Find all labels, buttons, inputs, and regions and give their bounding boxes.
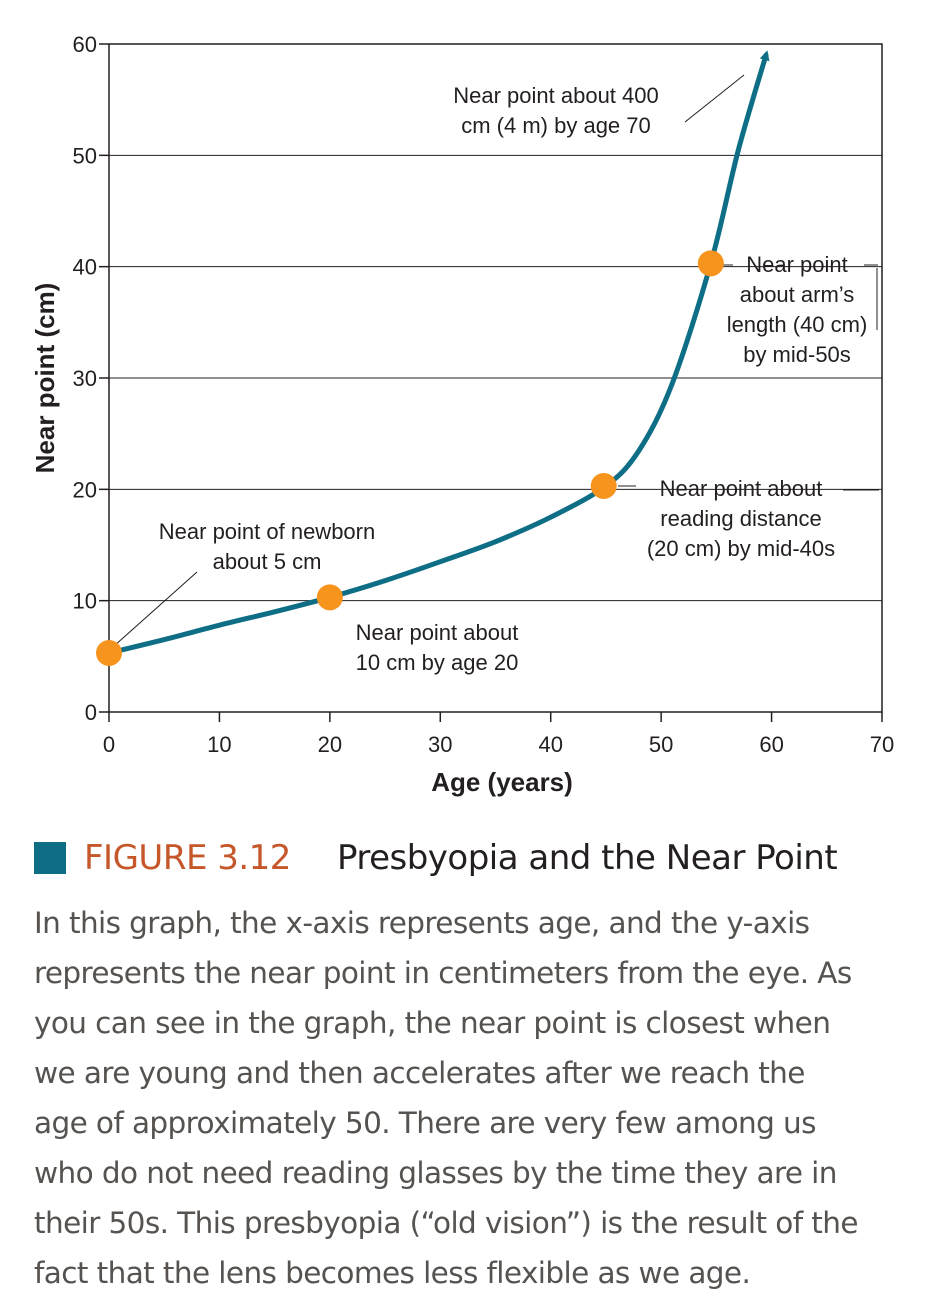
annotation-line: Near point about 400 — [453, 83, 659, 108]
y-tick-label: 40 — [73, 255, 97, 280]
figure-caption-block: FIGURE 3.12 Presbyopia and the Near Poin… — [34, 832, 914, 1298]
annotation-mid50s: Near point about arm’s length (40 cm) by mi… — [727, 252, 868, 367]
annotation-line: cm (4 m) by age 70 — [461, 113, 651, 138]
x-tick-label: 70 — [870, 732, 894, 757]
y-tick-label: 30 — [73, 366, 97, 391]
leader-lines — [113, 74, 879, 647]
y-tick-label: 0 — [85, 700, 97, 725]
caption-line: fact that the lens becomes less flexible… — [34, 1256, 751, 1290]
annotation-age20: Near point about 10 cm by age 20 — [356, 620, 519, 675]
x-tick-label: 20 — [318, 732, 342, 757]
leader-line — [113, 571, 198, 647]
near-point-curve — [106, 50, 770, 656]
figure-heading: FIGURE 3.12 Presbyopia and the Near Poin… — [34, 832, 914, 884]
caption-line: represents the near point in centimeters… — [34, 956, 852, 990]
annotation-line: by mid-50s — [743, 342, 851, 367]
x-tick-label: 10 — [207, 732, 231, 757]
annotation-line: Near point about — [356, 620, 519, 645]
figure-marker-square — [34, 842, 66, 874]
y-tick-label: 20 — [73, 477, 97, 502]
highlighted-point — [96, 639, 122, 666]
annotation-newborn: Near point of newborn about 5 cm — [159, 519, 375, 574]
y-tick-label: 10 — [73, 589, 97, 614]
annotation-line: Near point — [746, 252, 848, 277]
highlighted-points — [96, 250, 724, 666]
annotation-line: (20 cm) by mid-40s — [647, 536, 835, 561]
grid-lines — [109, 154, 882, 602]
annotation-line: length (40 cm) — [727, 312, 868, 337]
annotation-mid40s: Near point about reading distance (20 cm) … — [647, 476, 835, 561]
x-tick-label: 0 — [103, 732, 115, 757]
figure-caption: In this graph, the x-axis represents age… — [34, 898, 914, 1298]
leader-line — [684, 74, 745, 123]
annotation-line: reading distance — [660, 506, 821, 531]
x-axis-title: Age (years) — [431, 767, 573, 797]
caption-line: In this graph, the x-axis represents age… — [34, 906, 810, 940]
near-point-chart: 0 10 20 30 40 50 60 0 10 20 30 40 50 60 70 Age (years)… — [30, 32, 895, 797]
annotation-age70: Near point about 400 cm (4 m) by age 70 — [453, 83, 659, 138]
annotation-line: about 5 cm — [213, 549, 322, 574]
caption-line: you can see in the graph, the near point… — [34, 1006, 831, 1040]
x-tick-label: 50 — [649, 732, 673, 757]
caption-line: we are young and then accelerates after … — [34, 1056, 805, 1090]
y-tick-label: 60 — [73, 32, 97, 57]
highlighted-point — [316, 584, 343, 611]
highlighted-point — [697, 250, 724, 277]
figure-number: FIGURE 3.12 — [84, 838, 291, 878]
y-tick-label: 50 — [73, 143, 97, 168]
annotation-line: about arm’s — [740, 282, 855, 307]
caption-line: age of approximately 50. There are very … — [34, 1106, 817, 1140]
axis-ticks: 0 10 20 30 40 50 60 0 10 20 30 40 50 60 70 — [73, 32, 895, 757]
figure-title: Presbyopia and the Near Point — [336, 838, 838, 878]
caption-line: their 50s. This presbyopia (“old vision”… — [34, 1206, 858, 1240]
y-axis-title: Near point (cm) — [30, 283, 60, 474]
x-tick-label: 60 — [759, 732, 783, 757]
annotation-line: Near point about — [660, 476, 823, 501]
x-tick-label: 40 — [538, 732, 562, 757]
x-tick-label: 30 — [428, 732, 452, 757]
annotation-line: 10 cm by age 20 — [356, 650, 519, 675]
highlighted-point — [590, 472, 617, 499]
annotation-line: Near point of newborn — [159, 519, 375, 544]
caption-line: who do not need reading glasses by the t… — [34, 1156, 837, 1190]
